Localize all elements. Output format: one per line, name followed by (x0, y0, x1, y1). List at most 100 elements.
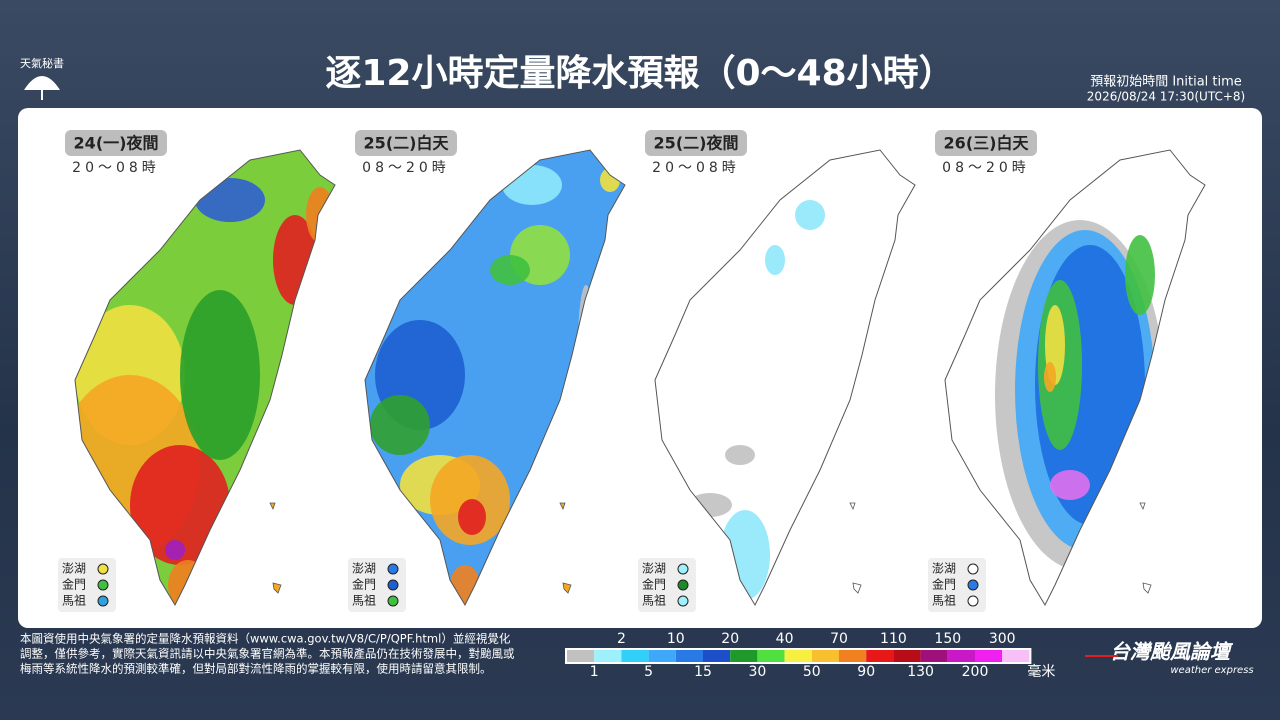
hours-label: 20～08時 (652, 160, 740, 176)
island-name: 馬祖 (642, 593, 666, 608)
island-dot (967, 595, 979, 607)
hours-label: 20～08時 (72, 160, 160, 176)
legend-swatch (947, 650, 975, 662)
legend-label: 50 (803, 664, 821, 680)
island-dot (967, 579, 979, 591)
legend-label: 130 (907, 664, 934, 680)
legend-swatch (975, 650, 1003, 662)
day-label: 25(二)夜間 (654, 134, 739, 153)
rain-area (765, 245, 785, 275)
day-label: 24(一)夜間 (74, 134, 159, 153)
legend-swatch (893, 650, 921, 662)
island-dot (97, 595, 109, 607)
island-name: 馬祖 (62, 593, 86, 608)
rain-area (490, 255, 530, 285)
legend-label: 90 (857, 664, 875, 680)
rain-area (1050, 470, 1090, 500)
logo: 天氣秘書 (20, 56, 64, 100)
brand-tagline: weather express (1170, 665, 1253, 676)
island-name: 金門 (642, 577, 666, 592)
legend-label: 300 (989, 631, 1016, 647)
rain-area (165, 540, 185, 560)
rain-area (795, 200, 825, 230)
island-name: 馬祖 (932, 593, 956, 608)
island-name: 澎湖 (642, 561, 666, 576)
logo-umbrella (24, 76, 60, 90)
taiwan-base (655, 150, 915, 605)
legend-label: 10 (667, 631, 685, 647)
island-name: 澎湖 (352, 561, 376, 576)
legend-label: 200 (962, 664, 989, 680)
footnote: 梅雨等系統性降水的預測較準確，但對局部對流性降雨的掌握較有限，使用時請留意其限制… (20, 662, 492, 676)
footnote: 調整，僅供參考，實際天氣資訊請以中央氣象署官網為準。本預報產品仍在技術發展中，對… (20, 647, 515, 661)
day-badge (935, 130, 1037, 156)
brand-name: 台灣颱風論壇 (1110, 640, 1234, 664)
island-name: 金門 (352, 577, 376, 592)
outlying-island (1139, 502, 1146, 511)
taiwan-outline (944, 149, 1206, 607)
rain-area (458, 499, 486, 535)
legend-swatch (784, 650, 812, 662)
hours-label: 08～20時 (942, 160, 1030, 176)
island-dot (967, 563, 979, 575)
outlying-island (849, 502, 856, 511)
legend-label: 70 (830, 631, 848, 647)
day-badge (355, 130, 457, 156)
map (364, 149, 626, 607)
init-time: 2026/08/24 17:30(UTC+8) (1087, 90, 1245, 104)
rain-area (1044, 362, 1056, 392)
footnote: 本圖資使用中央氣象署的定量降水預報資料（www.cwa.gov.tw/V8/C/… (20, 632, 511, 646)
island-dot (387, 595, 399, 607)
hours-label: 08～20時 (362, 160, 450, 176)
island-dot (677, 563, 689, 575)
legend-label: 150 (934, 631, 961, 647)
legend-swatch (703, 650, 731, 662)
island-name: 金門 (62, 577, 86, 592)
legend-swatch (675, 650, 703, 662)
rain-area (370, 395, 430, 455)
island-name: 金門 (932, 577, 956, 592)
outlying-island (269, 502, 276, 511)
day-label: 25(二)白天 (364, 134, 450, 153)
outlying-island (852, 582, 862, 594)
legend-label: 40 (776, 631, 794, 647)
legend-label: 110 (880, 631, 907, 647)
rain-area (130, 445, 230, 565)
legend-label: 30 (748, 664, 766, 680)
outlying-island (1142, 582, 1152, 594)
outlying-island (559, 502, 566, 511)
legend-label: 15 (694, 664, 712, 680)
legend-label: 5 (644, 664, 653, 680)
legend-swatch (866, 650, 894, 662)
legend-label: 2 (617, 631, 626, 647)
legend-swatch (621, 650, 649, 662)
legend-label: 1 (590, 664, 599, 680)
island-dot (387, 579, 399, 591)
island-dot (387, 563, 399, 575)
outlying-island (272, 582, 282, 594)
island-dot (97, 563, 109, 575)
outlying-island (562, 582, 572, 594)
legend-swatch (811, 650, 839, 662)
island-dot (677, 595, 689, 607)
logo-text: 天氣秘書 (20, 56, 64, 70)
taiwan-outline (654, 149, 916, 607)
title: 逐12小時定量降水預報（0～48小時） (325, 53, 954, 94)
legend-swatch (567, 650, 595, 662)
day-badge (65, 130, 167, 156)
legend-swatch (1002, 650, 1030, 662)
legend-swatch (757, 650, 785, 662)
map-panel (18, 108, 1262, 628)
legend-unit: 毫米 (1027, 663, 1055, 680)
island-dot (97, 579, 109, 591)
legend-swatch (730, 650, 758, 662)
island-dot (677, 579, 689, 591)
legend-swatch (648, 650, 676, 662)
island-name: 澎湖 (932, 561, 956, 576)
rain-area (725, 445, 755, 465)
island-name: 馬祖 (352, 593, 376, 608)
rain-area (1125, 235, 1155, 315)
taiwan-outline (74, 149, 336, 607)
legend-swatch (594, 650, 622, 662)
